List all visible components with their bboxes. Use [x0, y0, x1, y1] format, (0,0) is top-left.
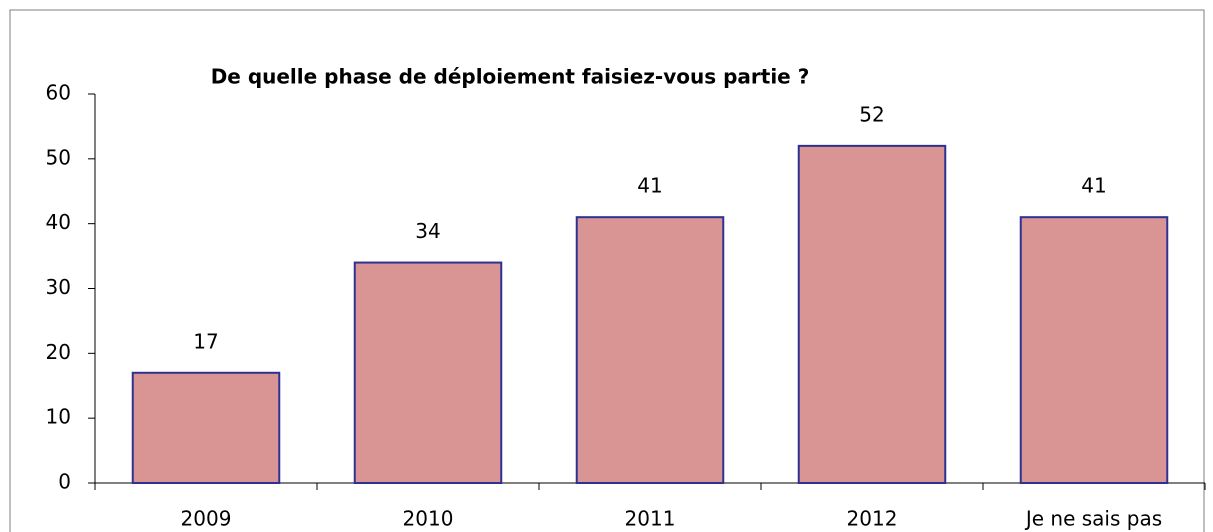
- y-tick-label: 0: [58, 470, 71, 494]
- x-tick-label: 2010: [403, 507, 454, 531]
- y-tick-label: 60: [46, 81, 71, 105]
- bar: [797, 144, 947, 484]
- bar: [353, 261, 503, 485]
- bar: [131, 371, 281, 484]
- y-tick-label: 10: [46, 405, 71, 429]
- x-tick-label: 2009: [181, 507, 232, 531]
- data-label: 17: [193, 329, 218, 353]
- data-label: 41: [637, 174, 662, 198]
- data-label: 34: [415, 219, 440, 243]
- y-tick-label: 20: [46, 340, 71, 364]
- data-label: 52: [859, 102, 884, 126]
- x-tick-label: 2012: [847, 507, 898, 531]
- x-tick-label: Je ne sais pas: [1024, 507, 1162, 531]
- x-tick-label: 2011: [625, 507, 676, 531]
- bar: [1019, 216, 1169, 485]
- y-tick-label: 50: [46, 145, 71, 169]
- y-tick-label: 40: [46, 210, 71, 234]
- bar: [575, 216, 725, 485]
- y-tick-label: 30: [46, 275, 71, 299]
- chart-title: De quelle phase de déploiement faisiez-v…: [211, 65, 810, 89]
- data-label: 41: [1081, 174, 1106, 198]
